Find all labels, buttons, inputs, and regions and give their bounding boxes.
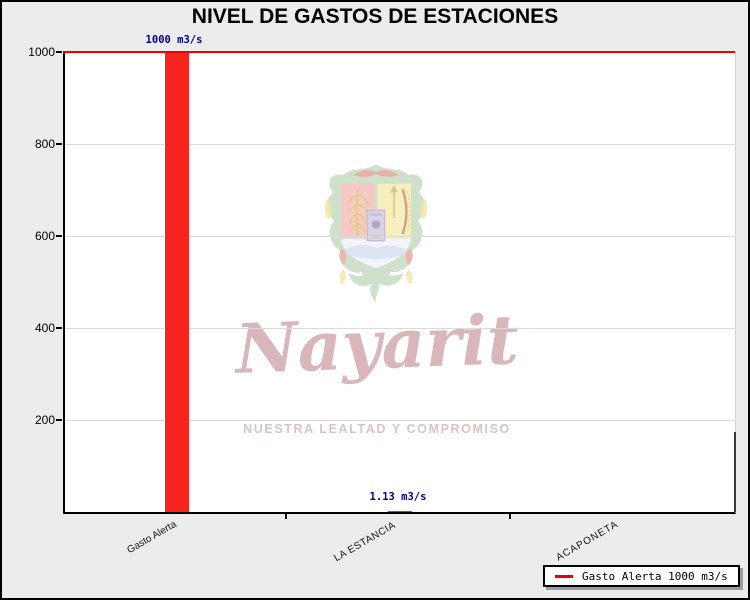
x-tick-boundary-2 xyxy=(509,513,511,519)
y-axis-label-600: 600 xyxy=(34,229,55,243)
x-axis-category-la-estancia: LA ESTANCIA xyxy=(332,520,398,565)
watermark-name: Nayarit xyxy=(234,300,520,390)
gridline-400 xyxy=(65,328,735,329)
y-axis-label-1000: 1000 xyxy=(28,45,55,59)
plot-area xyxy=(63,51,736,514)
y-tick-200 xyxy=(56,419,62,421)
y-tick-400 xyxy=(56,327,62,329)
gridline-600 xyxy=(65,236,735,237)
x-axis-category-acaponeta: ACAPONETA xyxy=(554,519,621,564)
legend: Gasto Alerta 1000 m3/s xyxy=(543,565,740,587)
legend-line-swatch xyxy=(555,574,573,578)
y-axis-label-400: 400 xyxy=(34,321,55,335)
y-axis-label-200: 200 xyxy=(34,413,55,427)
value-label-gasto-alerta: 1000 m3/s xyxy=(145,34,203,46)
y-tick-1000 xyxy=(56,51,62,53)
legend-label: Gasto Alerta 1000 m3/s xyxy=(582,569,728,583)
y-axis-label-800: 800 xyxy=(34,137,55,151)
watermark-tagline: NUESTRA LEALTAD Y COMPROMISO xyxy=(243,422,511,436)
axis-frame-corner xyxy=(734,432,736,512)
gridline-200 xyxy=(65,420,735,421)
chart-title: NIVEL DE GASTOS DE ESTACIONES xyxy=(191,5,559,28)
value-label-la-estancia: 1.13 m3/s xyxy=(369,491,427,503)
x-axis-category-gasto-alerta: Gasto Alerta xyxy=(125,519,179,557)
gridline-800 xyxy=(65,144,735,145)
alert-threshold-line xyxy=(63,51,735,53)
y-tick-600 xyxy=(56,235,62,237)
nayarit-coat-of-arms-watermark xyxy=(324,164,428,304)
bar-la-estancia xyxy=(388,511,412,512)
bar-gasto-alerta xyxy=(164,52,189,512)
x-tick-boundary-1 xyxy=(285,513,287,519)
y-tick-800 xyxy=(56,143,62,145)
